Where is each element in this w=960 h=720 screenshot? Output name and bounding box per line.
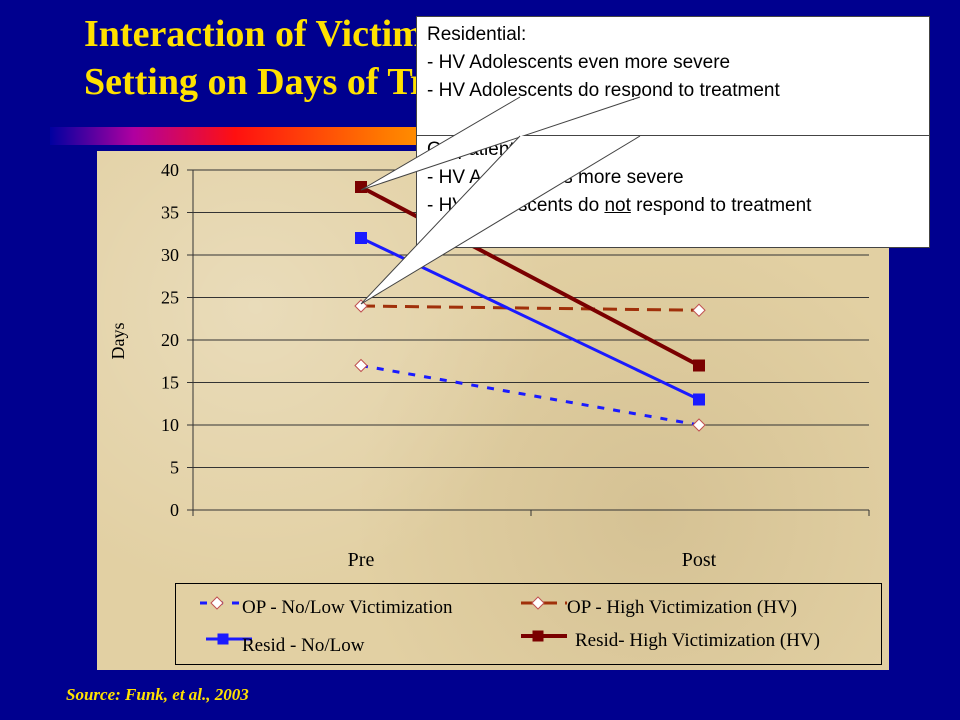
source-citation: Source: Funk, et al., 2003 <box>66 685 249 704</box>
callout-outpatient-line2-post: respond to treatment <box>630 195 812 216</box>
callout-residential-line2: - HV Adolescents do respond to treatment <box>427 80 780 101</box>
y-tick-label: 20 <box>161 330 179 350</box>
legend-swatch-marker <box>532 630 544 642</box>
y-tick-label: 40 <box>161 160 179 180</box>
data-point <box>692 303 706 317</box>
data-point <box>355 232 367 244</box>
legend-swatch-marker <box>217 633 229 645</box>
y-tick-label: 35 <box>161 203 179 223</box>
callout-outpatient-line1: - HV Adolescents more severe <box>427 167 684 188</box>
y-tick-label: 0 <box>170 500 179 520</box>
callout-outpatient: Outpatient: - HV Adolescents more severe… <box>416 135 930 248</box>
data-point <box>692 418 706 432</box>
y-tick-label: 10 <box>161 415 179 435</box>
series-line <box>360 304 700 312</box>
y-tick-label: 25 <box>161 288 179 308</box>
callout-residential: Residential: - HV Adolescents even more … <box>416 16 930 136</box>
legend-label-resid-low: Resid - No/Low <box>242 635 365 656</box>
data-point <box>693 359 705 372</box>
callout-residential-heading: Residential: <box>427 24 527 45</box>
y-tick-label: 5 <box>170 458 179 478</box>
callout-outpatient-heading: Outpatient: <box>427 139 520 160</box>
chart-legend <box>175 583 882 665</box>
callout-outpatient-line2-emph: not <box>604 195 631 216</box>
callout-residential-line1: - HV Adolescents even more severe <box>427 52 731 73</box>
legend-label-resid-hv: Resid- High Victimization (HV) <box>575 630 820 651</box>
legend-swatch-marker <box>531 596 545 610</box>
y-tick-label: 15 <box>161 373 179 393</box>
y-tick-label: 30 <box>161 245 179 265</box>
legend-label-op-low: OP - No/Low Victimization <box>242 597 453 618</box>
callout-outpatient-line2: - HV Adolescents do not respond to treat… <box>427 192 919 220</box>
legend-swatch-marker <box>210 596 224 610</box>
y-axis-label: Days <box>108 323 128 360</box>
callout-outpatient-line2-pre: - HV Adolescents do <box>427 195 605 216</box>
data-point <box>354 358 368 373</box>
data-point <box>355 181 367 193</box>
data-point <box>354 299 368 313</box>
data-point <box>693 393 705 406</box>
legend-label-op-hv: OP - High Victimization (HV) <box>567 597 797 618</box>
x-tick-label: Post <box>682 549 717 571</box>
x-tick-label: Pre <box>348 549 375 571</box>
